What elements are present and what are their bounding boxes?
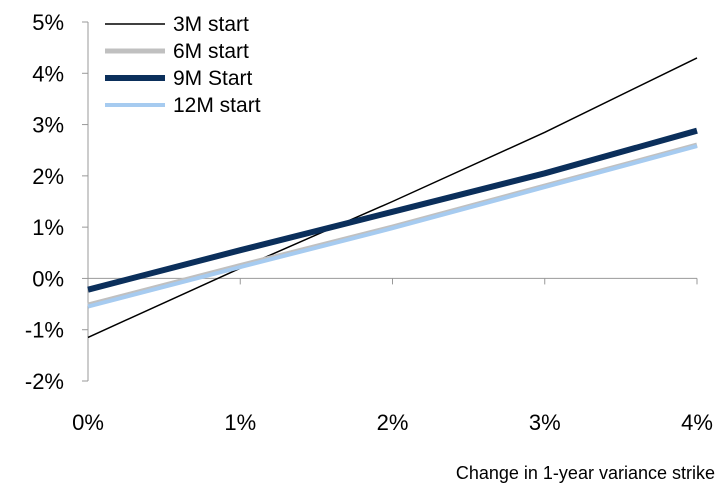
series-line-3m-start xyxy=(87,57,698,339)
series-line-9m-start xyxy=(87,127,698,293)
legend: 3M start 6M start 9M Start 12M start xyxy=(105,13,261,117)
x-tick-label: 3% xyxy=(529,410,561,435)
y-tick-label: 5% xyxy=(32,10,64,35)
y-tick-label: -2% xyxy=(25,369,64,394)
series-line-12m-start xyxy=(87,144,698,309)
x-tick-label: 2% xyxy=(377,410,409,435)
x-tick-label: 1% xyxy=(224,410,256,435)
y-tick-label: -1% xyxy=(25,318,64,343)
x-tick-label: 4% xyxy=(681,410,713,435)
x-tick-label: 0% xyxy=(72,410,104,435)
series-lines xyxy=(87,57,698,339)
legend-label: 9M Start xyxy=(173,67,253,90)
legend-label: 6M start xyxy=(173,40,249,63)
x-axis-title: Change in 1-year variance strike xyxy=(456,463,715,483)
y-tick-label: 4% xyxy=(32,61,64,86)
legend-label: 12M start xyxy=(173,94,261,117)
y-tick-label: 0% xyxy=(32,266,64,291)
axes: -2% -1% 0% 1% 2% 3% 4% 5% 0% 1% 2% 3% 4% xyxy=(25,10,713,435)
y-tick-label: 3% xyxy=(32,113,64,138)
legend-label: 3M start xyxy=(173,13,249,36)
y-tick-label: 1% xyxy=(32,215,64,240)
y-tick-label: 2% xyxy=(32,164,64,189)
